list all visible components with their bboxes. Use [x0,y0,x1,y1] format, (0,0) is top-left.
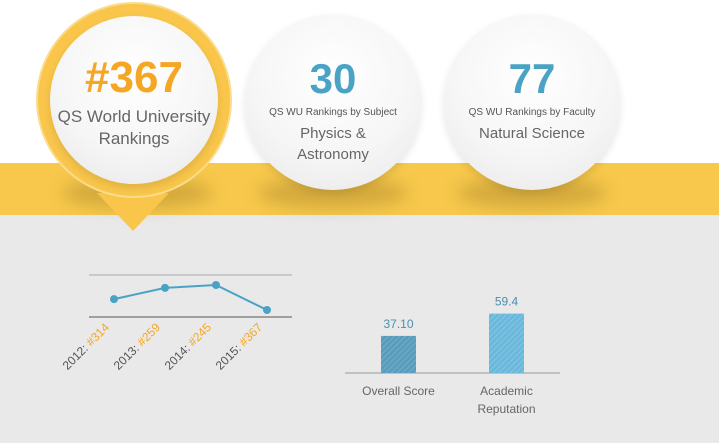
faculty-rank-value: 77 [508,55,556,102]
rank-pointer [97,193,169,231]
rank-value: #314 [83,320,112,349]
chart-area [0,215,719,443]
subject-rank-value: 30 [309,55,357,102]
score-bar-value: 59.4 [495,295,519,309]
world-rank-badge[interactable]: #367 QS World University Rankings [50,16,218,184]
rank-point-2013 [161,283,169,292]
score-bar [381,335,416,373]
rank-value: #259 [134,320,163,349]
world-rank-label-line2: Rankings [98,129,170,148]
faculty-rank-caption: QS WU Rankings by Faculty [468,107,596,118]
rank-value: #367 [236,320,265,349]
faculty-rank-label: Natural Science [479,125,585,142]
subject-rank-label: Physics & Astronomy [263,123,403,165]
score-bar-value: 37.10 [383,317,413,331]
score-bar-chart: 37.10 Overall Score 59.4 Academic Reputation [345,295,560,416]
rank-point-2015 [263,306,271,314]
score-bar [489,313,524,373]
subject-rank-caption: QS WU Rankings by Subject [269,107,397,118]
rank-tick-label-2015: 2015: #367 [213,320,266,373]
score-bar-label: Reputation [477,402,535,416]
subject-rank-label-line2: Astronomy [297,146,369,163]
rank-tick-label-2014: 2014: #245 [162,320,215,373]
score-bar-label: Academic [480,384,533,398]
rank-point-2012 [110,295,118,304]
faculty-rank-badge[interactable]: 77 QS WU Rankings by Faculty Natural Sci… [444,14,620,190]
rank-line-series [113,283,268,311]
rank-point-2014 [212,281,220,289]
rank-value: #245 [185,320,214,349]
rank-tick-label-2012: 2012: #314 [60,320,113,373]
subject-rank-badge[interactable]: 30 QS WU Rankings by Subject Physics & A… [245,14,421,190]
rank-tick-label-2013: 2013: #259 [111,320,164,373]
score-bar-label: Overall Score [362,384,435,398]
world-rank-label-line1: QS World University [57,107,211,126]
world-rank-value: #367 [85,53,183,102]
subject-rank-label-line1: Physics & [300,125,366,142]
world-rank-label: QS World University Rankings [50,106,218,150]
